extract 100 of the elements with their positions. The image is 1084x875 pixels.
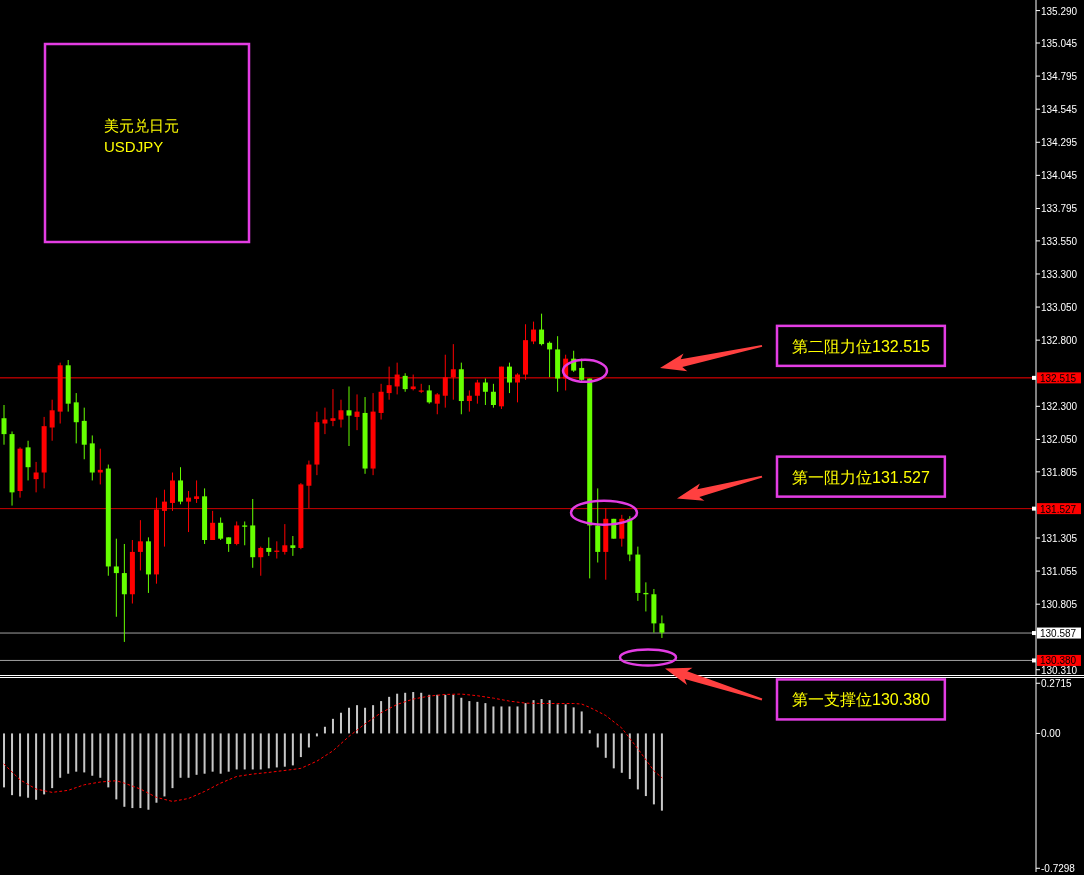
- bar: [267, 733, 270, 769]
- y-tick-label: 130.310: [1041, 664, 1078, 676]
- bar: [195, 733, 198, 775]
- candlestick: [194, 479, 200, 504]
- bar: [492, 706, 495, 734]
- annotation: 第二阻力位132.515: [792, 337, 930, 355]
- candlestick: [346, 385, 352, 447]
- candlestick: [137, 519, 143, 571]
- bar: [11, 733, 14, 796]
- y-tick-label: 132.050: [1041, 434, 1078, 446]
- bar: [131, 733, 134, 809]
- bar: [139, 733, 142, 809]
- bar: [211, 733, 214, 772]
- candlestick: [434, 392, 440, 415]
- bar: [27, 733, 30, 798]
- candlestick: [466, 389, 472, 413]
- candlestick: [531, 321, 537, 345]
- y-tick-label: 131.055: [1041, 566, 1078, 578]
- bar: [380, 701, 383, 734]
- annotation: 第一支撑位130.380: [792, 691, 930, 709]
- bar: [107, 733, 110, 788]
- bar: [540, 699, 543, 734]
- y-tick-label: 133.550: [1041, 235, 1078, 247]
- candlestick: [186, 490, 192, 533]
- bar: [339, 712, 342, 734]
- candlestick: [113, 538, 119, 618]
- y-tick-label: 133.795: [1041, 203, 1078, 215]
- y-tick-label: 132.800: [1041, 335, 1078, 347]
- bar: [179, 733, 182, 778]
- text: USDJPY: [104, 138, 164, 155]
- candlestick: [33, 461, 39, 493]
- candlestick: [121, 543, 127, 643]
- bar: [556, 704, 559, 734]
- bar: [187, 733, 190, 778]
- candlestick: [330, 388, 336, 427]
- bar: [628, 733, 631, 780]
- y-tick-label: 133.300: [1041, 268, 1078, 280]
- candlestick: [506, 362, 512, 394]
- bar: [612, 733, 615, 769]
- candlestick: [97, 448, 103, 485]
- candlestick: [426, 384, 432, 405]
- bar: [163, 733, 166, 797]
- bar: [275, 733, 278, 768]
- bar: [428, 694, 431, 734]
- y-tick-label: 133.050: [1041, 302, 1078, 314]
- bar: [364, 707, 367, 734]
- y-tick-label: 134.795: [1041, 71, 1078, 83]
- bar: [51, 733, 54, 789]
- bar: [580, 711, 583, 734]
- candlestick: [25, 440, 31, 481]
- bar: [564, 704, 567, 734]
- candlestick: [290, 535, 296, 557]
- bar: [307, 733, 310, 748]
- candlestick: [1, 404, 7, 446]
- candlestick: [402, 372, 408, 393]
- bar: [652, 733, 655, 805]
- bar: [460, 697, 463, 734]
- bar: [99, 733, 102, 778]
- bar: [572, 707, 575, 734]
- bar: [508, 706, 511, 734]
- annotation: 第一阻力位131.527: [792, 468, 930, 486]
- bar: [291, 733, 294, 766]
- bar: [59, 733, 62, 778]
- bar: [548, 700, 551, 734]
- y-tick-label: 131.805: [1041, 466, 1078, 478]
- candlestick: [161, 489, 167, 548]
- bar: [219, 733, 222, 774]
- bar: [516, 706, 519, 734]
- text: 美元兑日元: [104, 117, 179, 134]
- bar: [436, 694, 439, 734]
- candlestick: [49, 399, 55, 442]
- candlestick: [242, 520, 248, 546]
- y-tick-label: 132.300: [1041, 401, 1078, 413]
- bar: [67, 733, 70, 774]
- bar: [476, 701, 479, 734]
- bar: [604, 733, 607, 758]
- callout: 第二阻力位132.515: [775, 324, 947, 368]
- candlestick: [210, 510, 216, 541]
- bar: [251, 733, 254, 770]
- bar: [412, 692, 415, 734]
- bar: [91, 733, 94, 776]
- bar: [19, 733, 22, 797]
- candlestick: [338, 399, 344, 428]
- bar: [315, 733, 318, 737]
- candlestick: [490, 383, 496, 409]
- y-tick-label: 134.295: [1041, 137, 1078, 149]
- candlestick: [322, 407, 328, 435]
- candlestick: [354, 393, 360, 431]
- bar: [420, 692, 423, 734]
- bar: [123, 733, 126, 807]
- bar: [35, 733, 38, 800]
- candlestick: [218, 517, 224, 541]
- bar: [115, 733, 118, 800]
- bar: [596, 733, 599, 748]
- candlestick: [170, 472, 175, 512]
- candlestick: [547, 340, 553, 378]
- bar: [43, 733, 46, 795]
- candlestick: [282, 523, 288, 556]
- candlestick: [306, 460, 312, 509]
- y-tick-label: -0.7298: [1041, 863, 1076, 875]
